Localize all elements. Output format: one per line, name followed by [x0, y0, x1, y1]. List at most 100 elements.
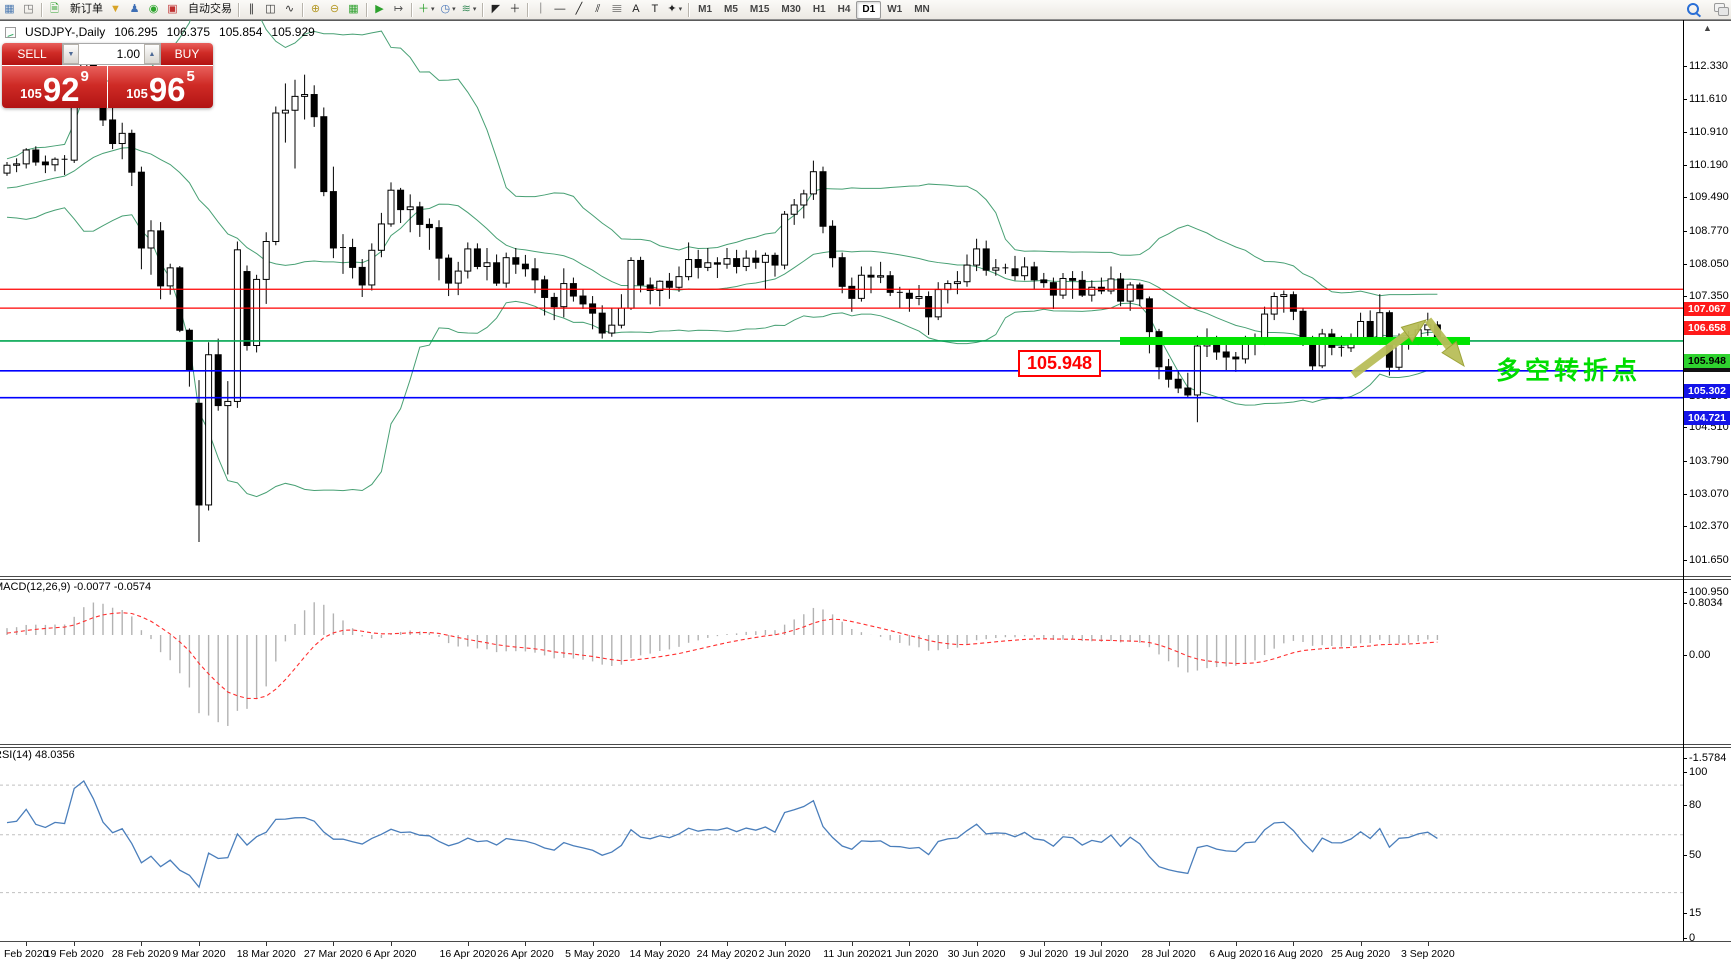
bear-candle — [176, 267, 184, 331]
volume-up-button[interactable]: ▲ — [144, 44, 160, 64]
autotrade-button[interactable]: 自动交易 — [188, 3, 232, 15]
equidistant-channel-icon[interactable]: ⫽ — [588, 1, 607, 18]
date-tick-mark — [1360, 942, 1362, 946]
line-chart-icon[interactable]: ∿ — [280, 1, 299, 18]
bear-candle — [416, 206, 424, 225]
bear-candle — [598, 312, 606, 334]
horizontal-line-icon[interactable]: — — [550, 1, 569, 18]
autotrade-icon[interactable]: ▣ — [163, 1, 182, 18]
timeframe-m5[interactable]: M5 — [724, 4, 738, 15]
bull-candle — [877, 275, 885, 278]
tick-mark — [1683, 655, 1687, 656]
bar-chart-icon: ∥ — [248, 3, 255, 15]
periods-icon[interactable]: ◷ ▾ — [438, 1, 459, 18]
bear-candle — [1232, 356, 1240, 360]
main-panel[interactable] — [0, 20, 1683, 542]
timeframe-m1[interactable]: M1 — [698, 4, 713, 15]
new-order-icon[interactable]: 🗎 — [45, 1, 64, 18]
level-badge-106.658: 106.658 — [1684, 321, 1730, 336]
text-label-icon[interactable]: T — [645, 1, 664, 18]
charts-window-icon[interactable]: ▦ — [0, 1, 19, 18]
timeframe-d1[interactable]: D1 — [856, 0, 882, 19]
price-annotation-box[interactable]: 105.948 — [1018, 350, 1102, 377]
tile-windows-icon[interactable]: ▦ — [344, 1, 363, 18]
timeframe-h4[interactable]: H4 — [837, 4, 851, 15]
bear-candle — [848, 285, 856, 299]
search-icon[interactable] — [1687, 3, 1700, 16]
toolbar-separator — [302, 2, 303, 17]
rsi-panel[interactable] — [0, 779, 1683, 894]
text-icon[interactable]: A — [626, 1, 645, 18]
rsi-tick: 0 — [1689, 931, 1696, 944]
timeframe-mn[interactable]: MN — [914, 4, 930, 15]
green-band-annotation[interactable] — [1120, 336, 1470, 345]
date-tick: 30 Jun 2020 — [947, 948, 1006, 960]
crosshair-icon[interactable]: ＋ — [505, 1, 524, 18]
volume-down-button[interactable]: ▼ — [63, 44, 79, 64]
buy-price[interactable]: 105 96 5 — [108, 66, 213, 108]
new-order-icon: 🗎 — [50, 3, 59, 15]
bull-candle — [301, 94, 309, 97]
chat-icon[interactable] — [1714, 3, 1729, 16]
price-tick: 111.610 — [1689, 93, 1728, 106]
tick-mark — [1683, 757, 1687, 759]
bear-candle — [752, 257, 760, 263]
bear-candle — [349, 247, 357, 268]
quote-open: 106.295 — [114, 25, 158, 39]
bear-candle — [214, 354, 222, 407]
chart-window[interactable]: USDJPY-,Daily 106.295 106.375 105.854 10… — [0, 20, 1731, 960]
timeframe-m15[interactable]: M15 — [749, 4, 770, 15]
bear-candle — [1136, 284, 1144, 300]
timeframe-h1[interactable]: H1 — [812, 4, 826, 15]
cursor-icon[interactable]: ◤ — [486, 1, 505, 18]
zoom-in-icon[interactable]: ⊕ — [306, 1, 325, 18]
window-preview-icon[interactable]: ◳ — [19, 1, 38, 18]
bull-candle — [973, 248, 981, 266]
funnel-icon[interactable]: ▼ — [106, 1, 125, 18]
turning-point-label[interactable]: 多空转折点 — [1496, 357, 1642, 385]
down-arrow-annotation[interactable] — [1441, 340, 1465, 368]
sell-price[interactable]: 105 92 9 — [2, 66, 107, 108]
trendline-icon[interactable]: ╱ — [569, 1, 588, 18]
fibonacci-icon[interactable]: 𝄙 — [607, 1, 626, 18]
candlestick-chart-icon[interactable]: ◫ — [261, 1, 280, 18]
vertical-line-icon[interactable]: ｜ — [531, 1, 550, 18]
level-badge-104.721: 104.721 — [1684, 410, 1730, 425]
sell-button[interactable]: SELL — [17, 47, 47, 61]
arrows-icon[interactable]: ✦ ▾ — [664, 1, 685, 18]
up-arrow-annotation[interactable] — [1400, 319, 1428, 343]
signal-icon[interactable]: ◉ — [144, 1, 163, 18]
bar-chart-icon[interactable]: ∥ — [242, 1, 261, 18]
templates-icon[interactable]: ≋ ▾ — [459, 1, 480, 18]
zoom-out-icon[interactable]: ⊖ — [325, 1, 344, 18]
chart-plot[interactable] — [0, 20, 1731, 944]
buy-button[interactable]: BUY — [174, 47, 200, 61]
date-tick-mark — [1101, 942, 1103, 946]
bull-candle — [253, 278, 261, 347]
tick-mark — [1683, 772, 1687, 773]
new-chart-icon[interactable]: ＋ ▾ — [415, 1, 438, 18]
date-tick-mark — [199, 942, 200, 946]
bear-candle — [1011, 268, 1019, 277]
date-tick: Feb 2020 — [4, 948, 49, 960]
volume-input[interactable]: 1.00 — [116, 47, 140, 61]
profile-icon[interactable]: ♟ — [125, 1, 144, 18]
dropdown-arrow-icon: ▾ — [452, 6, 456, 13]
bear-candle — [646, 284, 654, 292]
timeframe-m30[interactable]: M30 — [781, 4, 801, 15]
date-tick-mark — [592, 942, 594, 946]
macd-panel[interactable] — [6, 602, 1439, 726]
macd-indicator-label: MACD(12,26,9) -0.0077 -0.0574 — [0, 581, 152, 593]
bear-candle — [109, 119, 117, 145]
date-tick-mark — [74, 942, 76, 946]
timeframe-w1[interactable]: W1 — [887, 4, 903, 15]
bull-candle — [483, 262, 491, 267]
auto-scroll-icon[interactable]: ▶ — [370, 1, 389, 18]
new-order-button[interactable]: 新订单 — [70, 3, 103, 15]
chart-shift-icon[interactable]: ↦ — [389, 1, 408, 18]
bear-candle — [819, 171, 827, 227]
bear-candle — [637, 259, 645, 286]
bear-candle — [397, 189, 405, 211]
price-tick: 102.370 — [1689, 520, 1729, 533]
bear-candle — [771, 254, 779, 266]
